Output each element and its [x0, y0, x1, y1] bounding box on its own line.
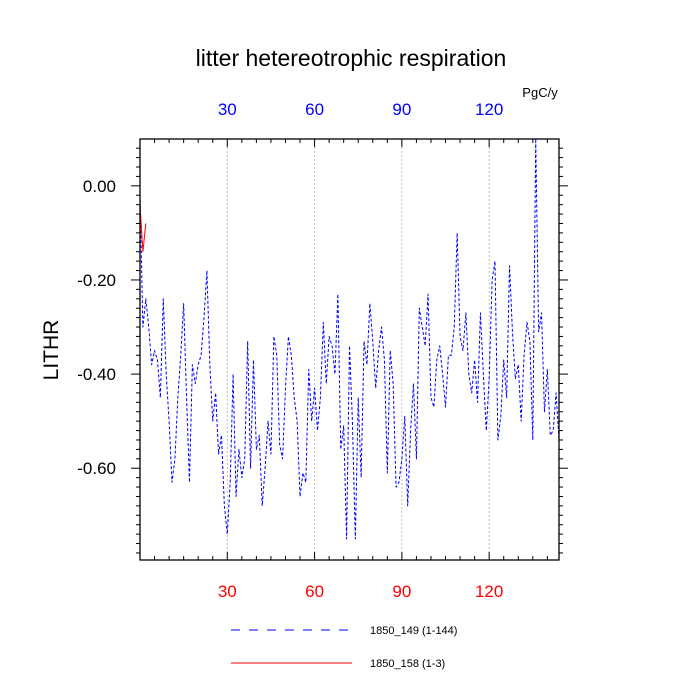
grid — [226, 139, 490, 560]
x-tick-label-bottom: 30 — [218, 582, 237, 601]
x-tick-label-top: 60 — [305, 100, 324, 119]
x-tick-label-top: 120 — [475, 100, 503, 119]
x-tick-label-top: 90 — [392, 100, 411, 119]
x-tick-label-top: 30 — [218, 100, 237, 119]
y-tick-label: 0.00 — [83, 177, 116, 196]
y-axis-label: LITHR — [40, 320, 63, 381]
x-tick-label-bottom: 120 — [475, 582, 503, 601]
axes: 30 30 60 60 90 90 120 120 0.00 -0.20 -0.40 -0.60 — [77, 100, 568, 601]
x-tick-label-bottom: 90 — [392, 582, 411, 601]
plot-series — [139, 138, 560, 540]
y-tick-label: -0.20 — [77, 271, 116, 290]
chart-title: litter hetereotrophic respiration — [196, 45, 507, 71]
series-line — [139, 138, 560, 540]
legend-label: 1850_149 (1-144) — [370, 625, 457, 637]
y-tick-label: -0.60 — [77, 459, 116, 478]
legend: 1850_149 (1-144) 1850_158 (1-3) — [231, 625, 457, 670]
y-tick-label: -0.40 — [77, 365, 116, 384]
units-label: PgC/y — [522, 85, 558, 100]
legend-label: 1850_158 (1-3) — [370, 658, 445, 670]
plot-frame — [139, 138, 560, 561]
series-line — [139, 204, 147, 253]
x-tick-label-bottom: 60 — [305, 582, 324, 601]
